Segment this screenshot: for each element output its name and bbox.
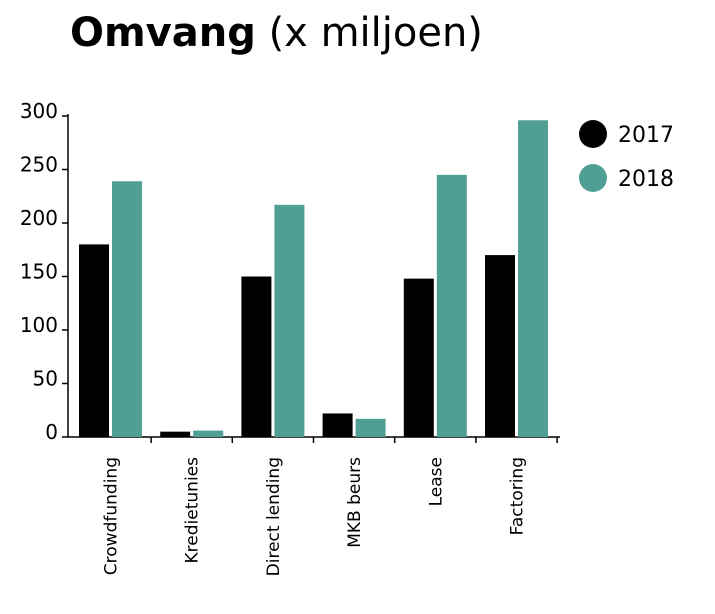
- bar-2017-mkb-beurs: [322, 413, 353, 437]
- y-tick-label: 50: [33, 367, 58, 391]
- bar-2018-crowdfunding: [112, 181, 142, 437]
- x-tick-label: Lease: [426, 457, 446, 506]
- bar-2018-lease: [436, 174, 467, 437]
- x-tick-label: Kredietunies: [183, 457, 203, 564]
- bar-2018-direct-lending: [274, 204, 305, 437]
- y-tick-label: 150: [20, 260, 58, 284]
- y-tick-label: 250: [20, 153, 58, 177]
- y-tick-label: 0: [45, 420, 58, 444]
- legend-label-2018: 2018: [618, 167, 674, 192]
- x-tick-label: Crowdfunding: [102, 457, 122, 575]
- bar-2018-kredietunies: [193, 430, 224, 437]
- x-tick-label: Factoring: [508, 457, 528, 535]
- bar-2018-factoring: [518, 120, 548, 437]
- chart-title-bold: Omvang: [70, 10, 256, 56]
- x-tick-label: MKB beurs: [345, 457, 365, 548]
- x-tick-label: Direct lending: [264, 457, 284, 576]
- legend-label-2017: 2017: [618, 123, 674, 148]
- bar-2017-kredietunies: [160, 431, 191, 437]
- chart-title: Omvang (x miljoen): [70, 10, 483, 56]
- bar-2017-lease: [403, 278, 434, 437]
- bar-2017-crowdfunding: [79, 244, 109, 437]
- y-tick-label: 200: [20, 206, 58, 230]
- y-tick-label: 300: [20, 99, 58, 123]
- legend-marker-2017: [579, 120, 607, 148]
- bar-2017-direct-lending: [241, 276, 272, 437]
- chart-title-rest: (x miljoen): [268, 10, 483, 56]
- legend-marker-2018: [579, 164, 607, 192]
- bar-2017-factoring: [485, 255, 515, 437]
- y-tick-label: 100: [20, 313, 58, 337]
- bar-2018-mkb-beurs: [355, 418, 386, 437]
